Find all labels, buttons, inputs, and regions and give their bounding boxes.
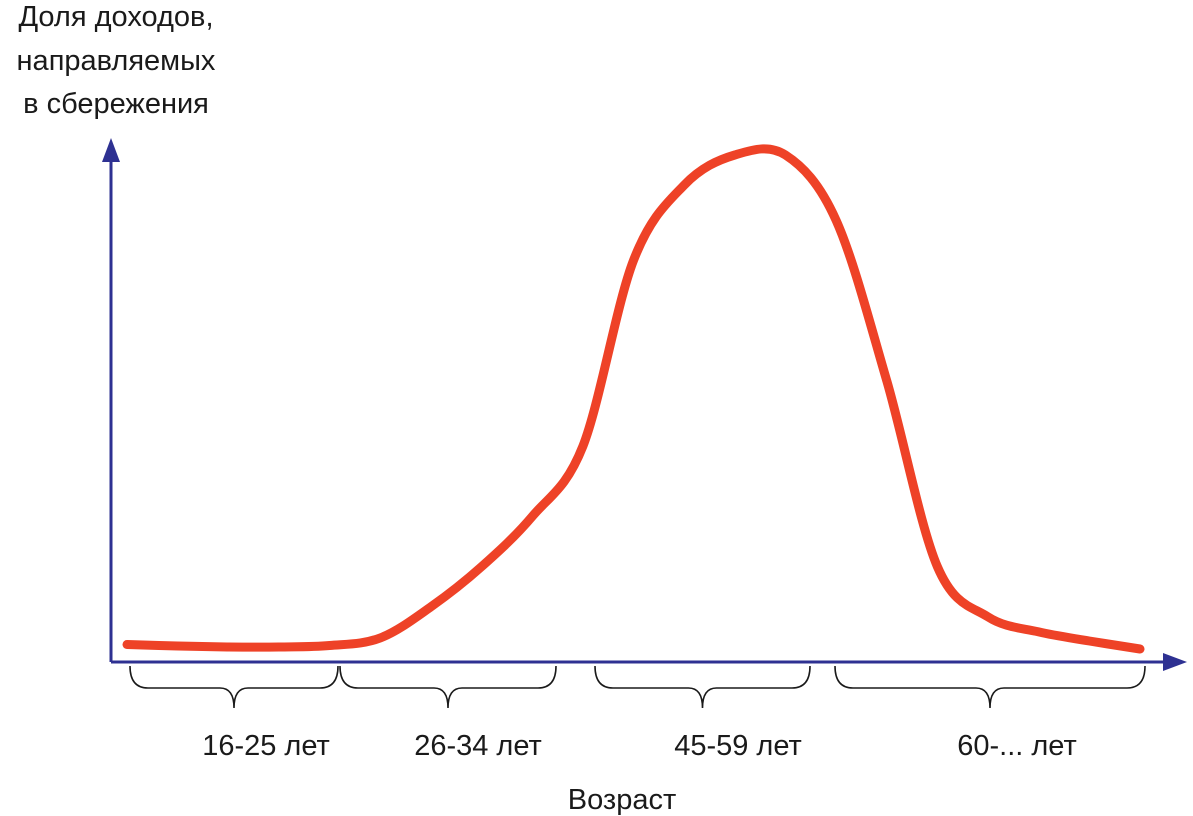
y-axis-title-line-2: направляемых	[17, 45, 216, 77]
x-axis-arrowhead	[1163, 653, 1187, 671]
age-label-16-25: 16-25 лет	[202, 730, 330, 762]
brace-26-34	[339, 665, 557, 709]
age-range-braces	[129, 665, 1146, 709]
age-label-26-34: 26-34 лет	[414, 730, 542, 762]
y-axis-title-line-1: Доля доходов,	[18, 1, 213, 33]
axes	[102, 138, 1187, 671]
age-label-60-plus: 60-... лет	[957, 730, 1077, 762]
brace-16-25	[129, 665, 339, 709]
age-label-45-59: 45-59 лет	[674, 730, 802, 762]
brace-60-plus	[834, 665, 1146, 709]
y-axis-title-line-3: в сбережения	[23, 88, 209, 120]
brace-45-59	[594, 665, 811, 709]
savings-share-curve	[122, 144, 1145, 654]
x-axis-title: Возраст	[568, 784, 676, 816]
y-axis-arrowhead	[102, 138, 120, 162]
